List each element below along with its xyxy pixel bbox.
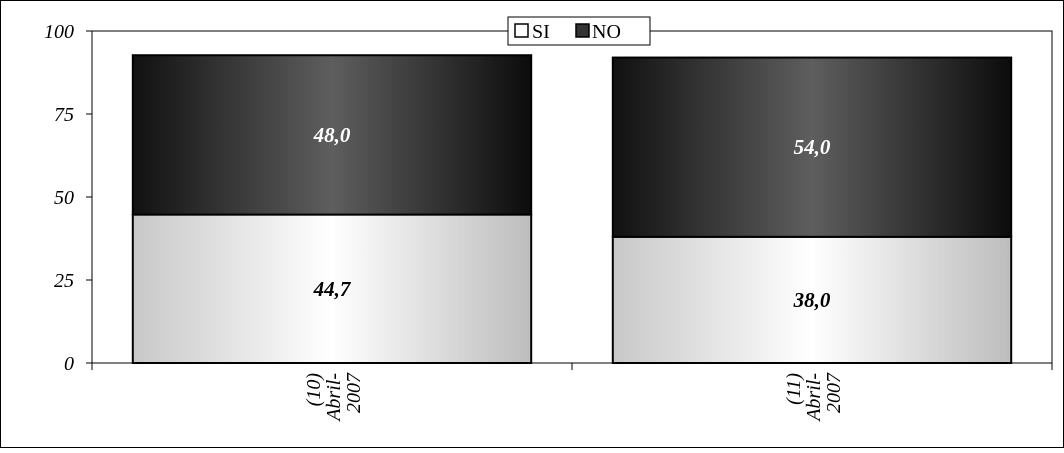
bar-si-2 <box>611 235 1013 364</box>
legend-swatch-si <box>514 23 529 38</box>
data-label-si-2: 38,0 <box>793 288 831 312</box>
x-category-label: (10)Abril-2007 <box>303 372 365 423</box>
data-label-no-1: 48,0 <box>313 123 351 147</box>
legend-label-no: NO <box>592 21 621 43</box>
legend: SI NO <box>507 16 651 46</box>
x-category-label: (11)Abril-2007 <box>783 372 845 423</box>
legend-swatch-no <box>575 23 590 38</box>
data-label-no-2: 54,0 <box>794 135 831 159</box>
bars-group: 44,7 48,0 38,0 54,0 <box>131 54 1013 364</box>
y-tick-label: 0 <box>64 353 74 375</box>
x-axis: (10)Abril-2007 (11)Abril-2007 <box>91 363 1053 423</box>
y-tick-label: 50 <box>54 187 74 209</box>
legend-label-si: SI <box>532 21 550 43</box>
y-tick-label: 75 <box>54 104 74 126</box>
y-tick-label: 25 <box>54 270 74 292</box>
bar-no-2 <box>611 56 1013 238</box>
y-tick-label: 100 <box>44 21 74 43</box>
bar-no-1 <box>131 54 533 216</box>
data-label-si-1: 44,7 <box>313 277 352 301</box>
y-axis: 0 25 50 75 100 <box>44 21 92 375</box>
